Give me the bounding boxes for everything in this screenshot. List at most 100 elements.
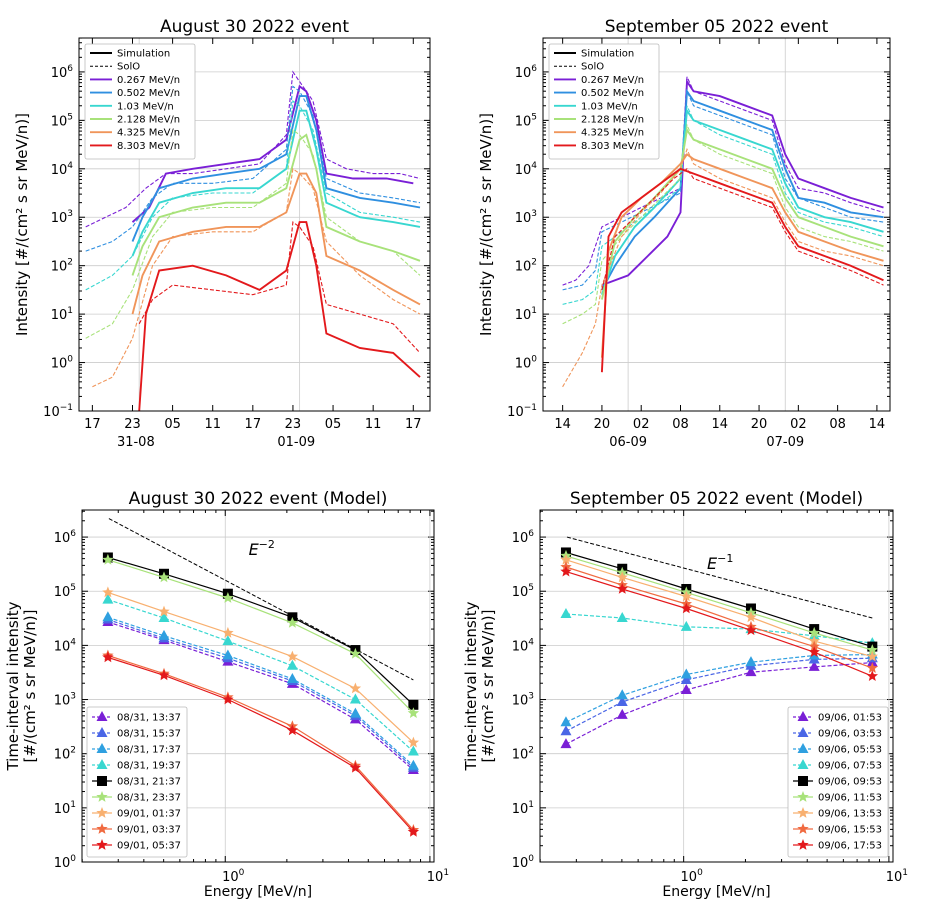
legend-label: 08/31, 17:37: [117, 745, 181, 756]
y-axis-label: Intensity [#/(cm² s sr MeV/n)]: [477, 113, 495, 336]
tick-label: 102: [54, 746, 76, 763]
data-point: [808, 660, 820, 671]
data-point: [286, 650, 299, 662]
data-point: [797, 743, 809, 753]
data-point: [866, 644, 878, 655]
solo-line: [562, 76, 884, 286]
legend: 08/31, 13:37 08/31, 15:37 08/31, 17:37 08/3…: [86, 706, 188, 858]
tick-label: 105: [54, 583, 76, 600]
series-line: [107, 556, 414, 706]
legend-box: [86, 706, 188, 858]
data-point: [797, 711, 809, 721]
x-tick-label: 17: [405, 417, 422, 432]
series-line: [565, 657, 873, 732]
plot-frame: [539, 509, 894, 863]
data-point: [407, 759, 419, 770]
x-tick-label: 23: [285, 417, 302, 432]
solo-line: [85, 70, 421, 228]
data-point: [808, 635, 820, 646]
tick-label: 104: [512, 637, 535, 654]
legend-label: 2.128 MeV/n: [117, 115, 180, 126]
tick-label: 103: [51, 209, 73, 226]
data-point: [286, 724, 299, 736]
tick-label: 106: [512, 529, 535, 546]
tick-label: 100: [515, 355, 538, 372]
legend-label: 09/06, 13:53: [818, 809, 882, 820]
legend-box: [787, 706, 889, 858]
data-point: [680, 620, 692, 631]
power-law-label: E−1: [707, 552, 733, 573]
date-label: 31-08: [117, 435, 155, 450]
data-point: [96, 759, 108, 769]
data-point: [102, 586, 114, 598]
data-point: [808, 646, 820, 657]
x-tick-label: 02: [790, 417, 807, 432]
data-point: [680, 684, 692, 695]
legend: Simulation SolO 0.267 MeV/n 0.502 MeV/n 1.03…: [84, 43, 196, 160]
data-point: [102, 651, 114, 663]
chart-title: August 30 2022 event: [160, 17, 349, 37]
simulation-line: [601, 78, 884, 286]
data-point: [407, 825, 420, 837]
data-point: [158, 605, 170, 617]
data-point: [158, 629, 170, 640]
series-line: [107, 599, 414, 752]
series-line: [565, 571, 873, 677]
x-tick-label: 08: [672, 417, 689, 432]
tick-label: 10−1: [507, 403, 537, 420]
chart-title: August 30 2022 event (Model): [129, 489, 388, 509]
data-point: [797, 823, 809, 834]
data-point: [158, 669, 170, 681]
series-line: [565, 653, 873, 723]
tick-label: 102: [515, 258, 537, 275]
data-point: [560, 565, 572, 577]
tick-label: 100: [51, 355, 74, 372]
data-point: [407, 745, 419, 756]
data-point: [560, 716, 572, 727]
y-axis-label: Time-interval intensity: [4, 601, 22, 771]
spectrum-panel-1: 100 101 102 103 104 105 106 100 101 E−2 August 30 …: [4, 489, 449, 900]
data-point: [158, 571, 170, 583]
chart-title: September 05 2022 event (Model): [570, 489, 863, 509]
data-point: [222, 626, 234, 638]
tick-label: 106: [51, 64, 74, 81]
data-point: [222, 649, 234, 660]
data-point: [866, 650, 878, 662]
legend-label: 0.267 MeV/n: [581, 75, 644, 86]
series-line: [107, 656, 414, 833]
simulation-line: [600, 152, 884, 358]
data-point: [96, 743, 108, 753]
x-tick-label: 11: [365, 417, 382, 432]
data-point: [616, 696, 628, 707]
data-point: [680, 668, 692, 679]
plot-frame: [78, 37, 431, 412]
data-point: [96, 807, 108, 818]
legend-label: 08/31, 13:37: [117, 713, 181, 724]
simulation-line: [131, 133, 421, 276]
legend-label: Simulation: [581, 49, 634, 60]
legend-label: 1.03 MeV/n: [581, 101, 638, 112]
legend-label: 4.325 MeV/n: [581, 128, 644, 139]
data-point: [96, 711, 108, 721]
solo-line: [138, 221, 421, 354]
tick-label: 10−1: [43, 403, 73, 420]
data-point: [616, 583, 628, 594]
data-point: [286, 659, 298, 670]
legend-label: 08/31, 21:37: [117, 777, 181, 788]
date-label: 06-09: [609, 435, 647, 450]
x-tick-label: 17: [84, 417, 101, 432]
legend-label: 08/31, 15:37: [117, 729, 181, 740]
legend-label: 09/06, 17:53: [818, 841, 882, 852]
x-tick-label: 05: [164, 417, 181, 432]
tick-label: 101: [886, 868, 908, 885]
tick-label: 104: [54, 637, 77, 654]
legend-label: 09/06, 09:53: [818, 777, 882, 788]
data-point: [680, 590, 692, 602]
legend-label: 09/06, 15:53: [818, 825, 882, 836]
data-point: [560, 725, 572, 736]
data-point: [797, 807, 809, 818]
tick-label: 103: [512, 692, 534, 709]
y-axis-label: Time-interval intensity: [462, 601, 480, 771]
simulation-line: [131, 84, 414, 223]
x-tick-label: 20: [594, 417, 611, 432]
